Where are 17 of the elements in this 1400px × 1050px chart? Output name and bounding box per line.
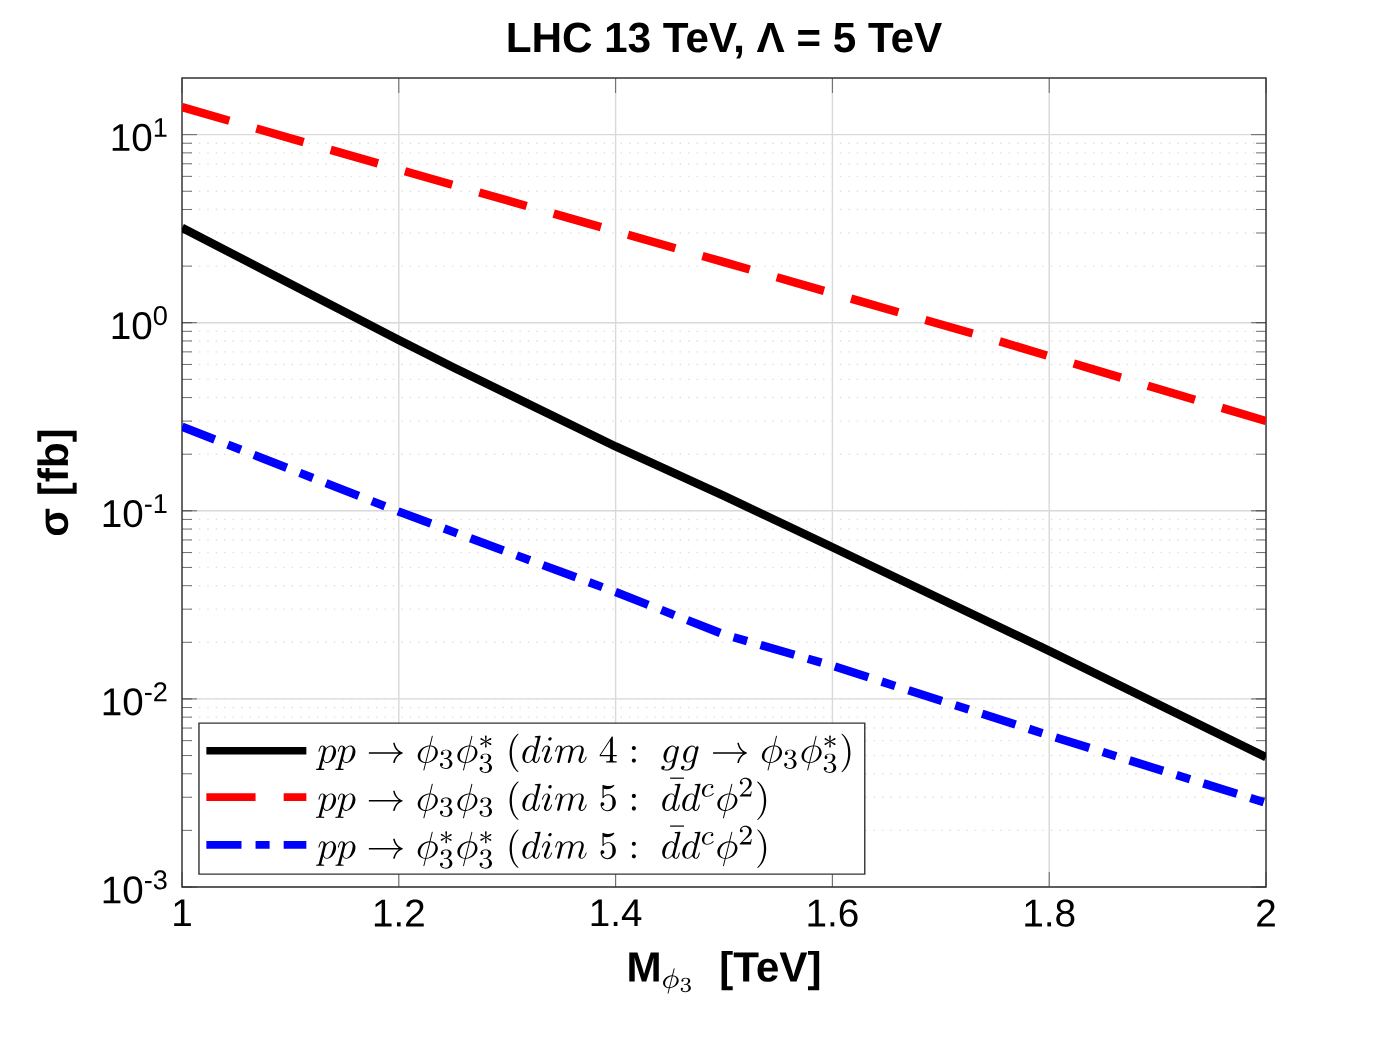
y-axis-title: σ [fb]: [37, 430, 77, 536]
x-axis-title: $\mathbf{M}_{\phi_3}\;\;\textbf{[TeV]}$: [629, 950, 820, 994]
x-tick-label: 1.6: [808, 899, 858, 927]
x-tick-label: 1.8: [1025, 899, 1075, 927]
chart-title: LHC 13 TeV, Λ = 5 TeV: [508, 22, 942, 59]
y-tick-label: 10$^{0}$: [112, 306, 167, 340]
legend-label: $pp \rightarrow \phi_3\phi_3\ (dim\ 5:\ \bar{d}d^c\phi^2)$: [316, 777, 767, 821]
y-tick-label: 10$^{-3}$: [103, 870, 167, 904]
x-tick-label: 2: [1257, 899, 1275, 927]
legend-label: $pp \rightarrow \phi_3^*\phi_3^*\ (dim\ 5:\ \bar{d}d^c\phi^2)$: [316, 825, 767, 869]
legend-label: $pp \rightarrow \phi_3\phi_3^*\ (dim\ 4:\ gg \rightarrow \phi_3\phi_3^*)$: [316, 733, 851, 773]
x-tick-label: 1.4: [591, 899, 642, 927]
x-tick-label: 1: [174, 899, 191, 927]
x-tick-label: 1.2: [374, 899, 424, 927]
y-tick-label: 10$^{1}$: [112, 118, 167, 152]
y-tick-label: 10$^{-1}$: [103, 494, 167, 528]
y-tick-label: 10$^{-2}$: [103, 682, 167, 716]
